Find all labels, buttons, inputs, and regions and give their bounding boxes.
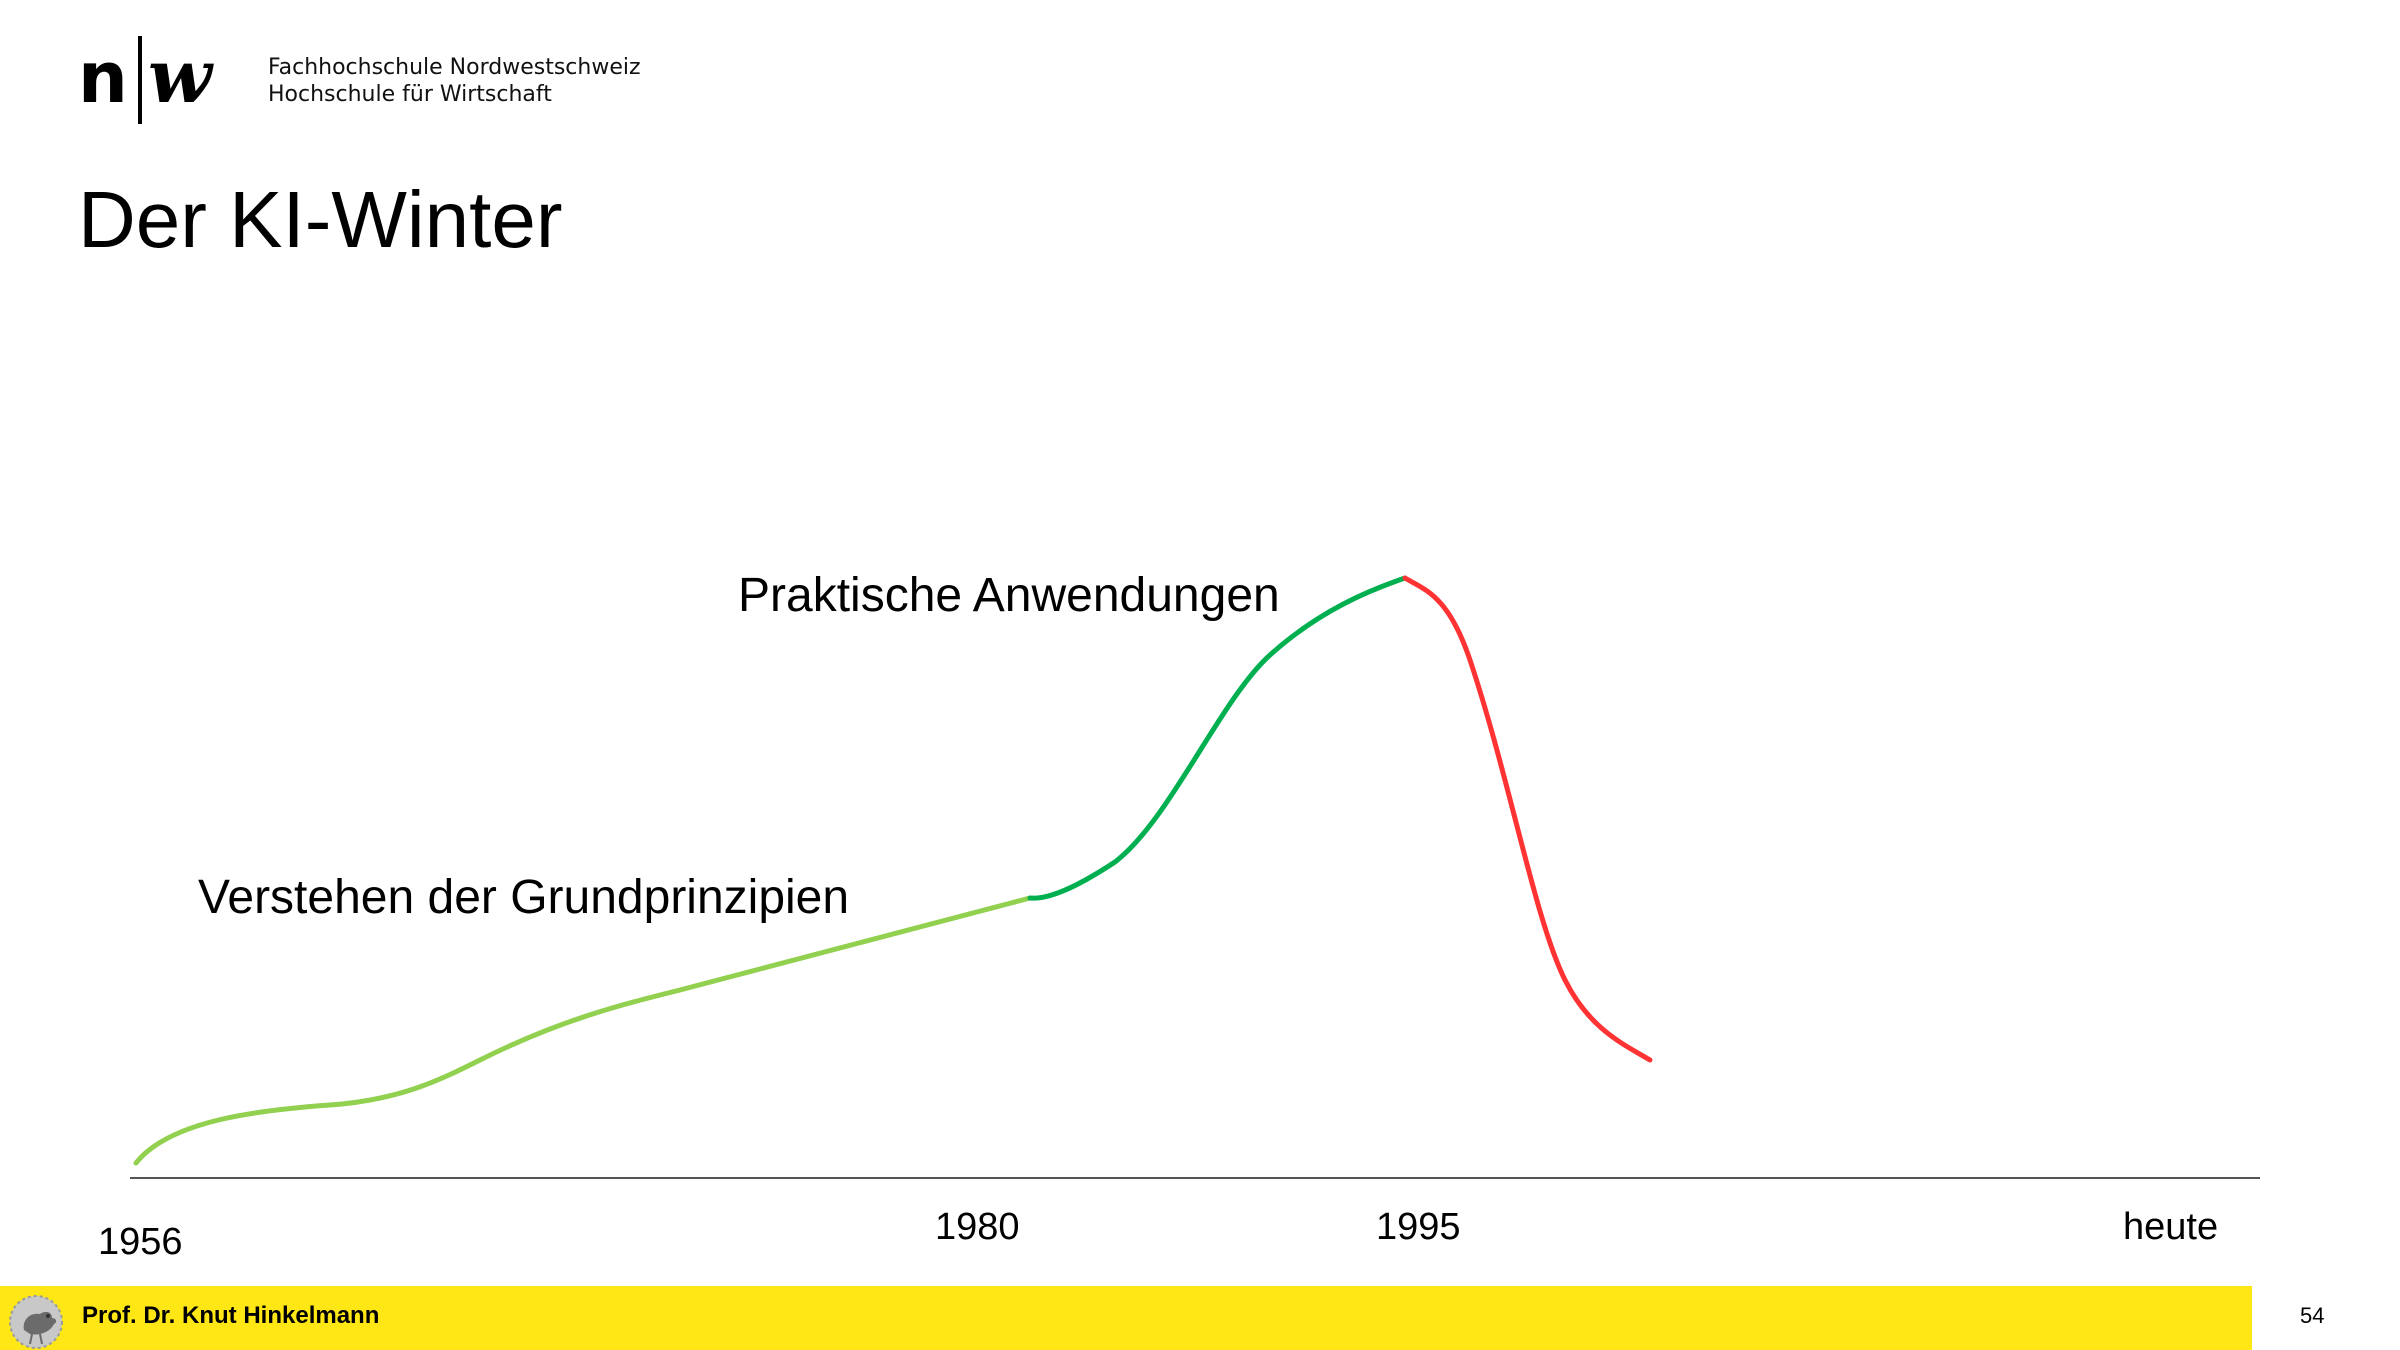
timeline-label-end: heute <box>2123 1206 2218 1248</box>
institution-name: Fachhochschule Nordwestschweiz Hochschul… <box>268 54 641 108</box>
label-phase1: Verstehen der Grundprinzipien <box>198 871 849 924</box>
svg-text:n: n <box>78 37 128 119</box>
label-phase2: Praktische Anwendungen <box>738 569 1280 622</box>
curve-phase1 <box>133 895 1033 1166</box>
timeline-label-1995: 1995 <box>1376 1206 1461 1248</box>
fhnw-logo-mark: n w <box>78 36 214 124</box>
rooster-icon <box>9 1295 63 1349</box>
curve-decline <box>1402 575 1653 1063</box>
institution-name-line2: Hochschule für Wirtschaft <box>268 82 552 107</box>
institution-name-line1: Fachhochschule Nordwestschweiz <box>268 55 641 80</box>
curve-phase2 <box>1027 575 1408 901</box>
footer-bar: Prof. Dr. Knut Hinkelmann <box>0 1286 2252 1350</box>
ki-winter-diagram: Verstehen der Grundprinzipien Praktische… <box>98 569 2260 1263</box>
timeline-label-1980: 1980 <box>935 1206 1020 1248</box>
timeline-label-start: 1956 <box>98 1221 183 1263</box>
page-number: 54 <box>2300 1303 2325 1328</box>
footer-author: Prof. Dr. Knut Hinkelmann <box>82 1302 380 1329</box>
svg-text:w: w <box>148 36 214 120</box>
page-title: Der KI-Winter <box>78 175 563 264</box>
